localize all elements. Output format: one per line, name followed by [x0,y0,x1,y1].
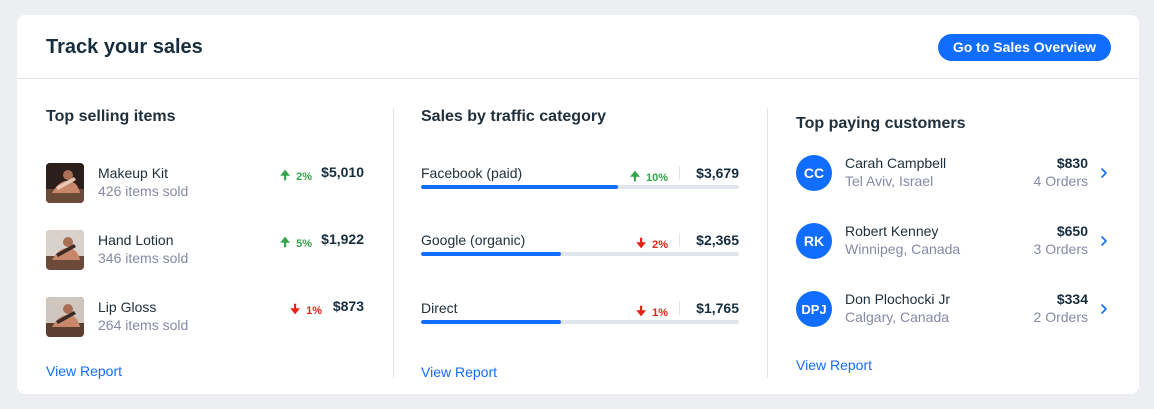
customer-orders: 3 Orders [1033,241,1088,257]
trend-value: 5% [296,237,312,250]
customer-location: Tel Aviv, Israel [845,173,934,189]
traffic-label: Direct [421,300,458,316]
separator [679,301,680,315]
trend-badge: 🠋 1% [290,300,322,321]
customer-name: Carah Campbell [845,155,947,171]
progress-bar [421,252,739,256]
view-report-link[interactable]: View Report [796,357,873,373]
top-selling-section: Top selling items Makeup Kit 426 items s… [46,79,364,394]
trend-value: 1% [652,306,668,319]
card-header: Track your sales Go to Sales Overview [17,15,1139,79]
items-sold: 426 items sold [98,183,189,199]
items-sold: 264 items sold [98,317,189,333]
trend-badge: 🠋 2% [636,234,668,255]
product-thumbnail [46,230,84,270]
item-amount: $873 [332,298,364,314]
product-thumbnail [46,297,84,337]
customer-name: Don Plochocki Jr [845,291,951,307]
chevron-right-icon[interactable] [1098,234,1110,248]
trend-value: 2% [296,170,312,183]
traffic-label: Google (organic) [421,232,526,248]
item-amount: $1,922 [321,231,364,247]
list-item[interactable]: Makeup Kit 426 items sold 🠉 2% $5,010 [46,163,364,203]
chevron-right-icon[interactable] [1098,302,1110,316]
traffic-section: Sales by traffic category Facebook (paid… [421,79,739,394]
items-sold: 346 items sold [98,250,189,266]
sales-card: Track your sales Go to Sales Overview To… [17,15,1139,394]
arrow-up-icon: 🠉 [280,168,291,182]
customer-name: Robert Kenney [845,223,939,239]
arrow-down-icon: 🠋 [636,304,647,318]
customer-row[interactable]: CC Carah Campbell Tel Aviv, Israel $830 … [796,154,1112,192]
separator [679,166,680,180]
traffic-amount: $3,679 [696,165,739,181]
chevron-right-icon[interactable] [1098,166,1110,180]
sales-overview-button[interactable]: Go to Sales Overview [937,34,1111,61]
separator [679,233,680,247]
trend-value: 2% [652,238,668,251]
section-title: Sales by traffic category [421,108,606,125]
progress-bar-fill [421,185,619,189]
progress-bar [421,320,739,324]
traffic-row: Google (organic) 🠋 2% $2,365 [421,232,739,266]
customer-location: Calgary, Canada [845,309,950,325]
column-divider [393,108,394,378]
avatar: DPJ [796,291,832,327]
traffic-row: Facebook (paid) 🠉 10% $3,679 [421,165,739,199]
item-name: Makeup Kit [98,165,169,181]
customer-orders: 2 Orders [1033,309,1088,325]
item-name: Lip Gloss [98,299,157,315]
arrow-down-icon: 🠋 [290,302,301,316]
progress-bar-fill [421,320,561,324]
arrow-up-icon: 🠉 [280,235,291,249]
customer-amount: $830 [1056,155,1088,171]
avatar: RK [796,223,832,259]
customer-row[interactable]: RK Robert Kenney Winnipeg, Canada $650 3… [796,222,1112,260]
list-item[interactable]: Hand Lotion 346 items sold 🠉 5% $1,922 [46,230,364,270]
traffic-row: Direct 🠋 1% $1,765 [421,300,739,334]
progress-bar-fill [421,252,561,256]
section-title: Top paying customers [796,115,966,132]
column-divider [767,108,768,378]
traffic-label: Facebook (paid) [421,165,523,181]
arrow-down-icon: 🠋 [636,236,647,250]
customer-amount: $650 [1056,223,1088,239]
customer-location: Winnipeg, Canada [845,241,961,257]
trend-badge: 🠉 10% [630,167,668,188]
arrow-up-icon: 🠉 [630,169,640,183]
traffic-amount: $2,365 [696,232,739,248]
avatar: CC [796,155,832,191]
item-name: Hand Lotion [98,232,174,248]
product-thumbnail [46,163,84,203]
trend-badge: 🠉 5% [280,233,312,254]
page-title: Track your sales [46,36,203,58]
section-title: Top selling items [46,108,176,125]
view-report-link[interactable]: View Report [421,364,498,380]
customer-orders: 4 Orders [1033,173,1088,189]
trend-badge: 🠋 1% [636,302,668,323]
view-report-link[interactable]: View Report [46,363,123,379]
customers-section: Top paying customers CC Carah Campbell T… [796,79,1112,394]
item-amount: $5,010 [321,164,364,180]
list-item[interactable]: Lip Gloss 264 items sold 🠋 1% $873 [46,297,364,337]
trend-badge: 🠉 2% [280,166,312,187]
progress-bar [421,185,739,189]
trend-value: 10% [645,171,668,184]
customer-amount: $334 [1056,291,1088,307]
customer-row[interactable]: DPJ Don Plochocki Jr Calgary, Canada $33… [796,290,1112,328]
traffic-amount: $1,765 [696,300,739,316]
trend-value: 1% [306,304,322,317]
